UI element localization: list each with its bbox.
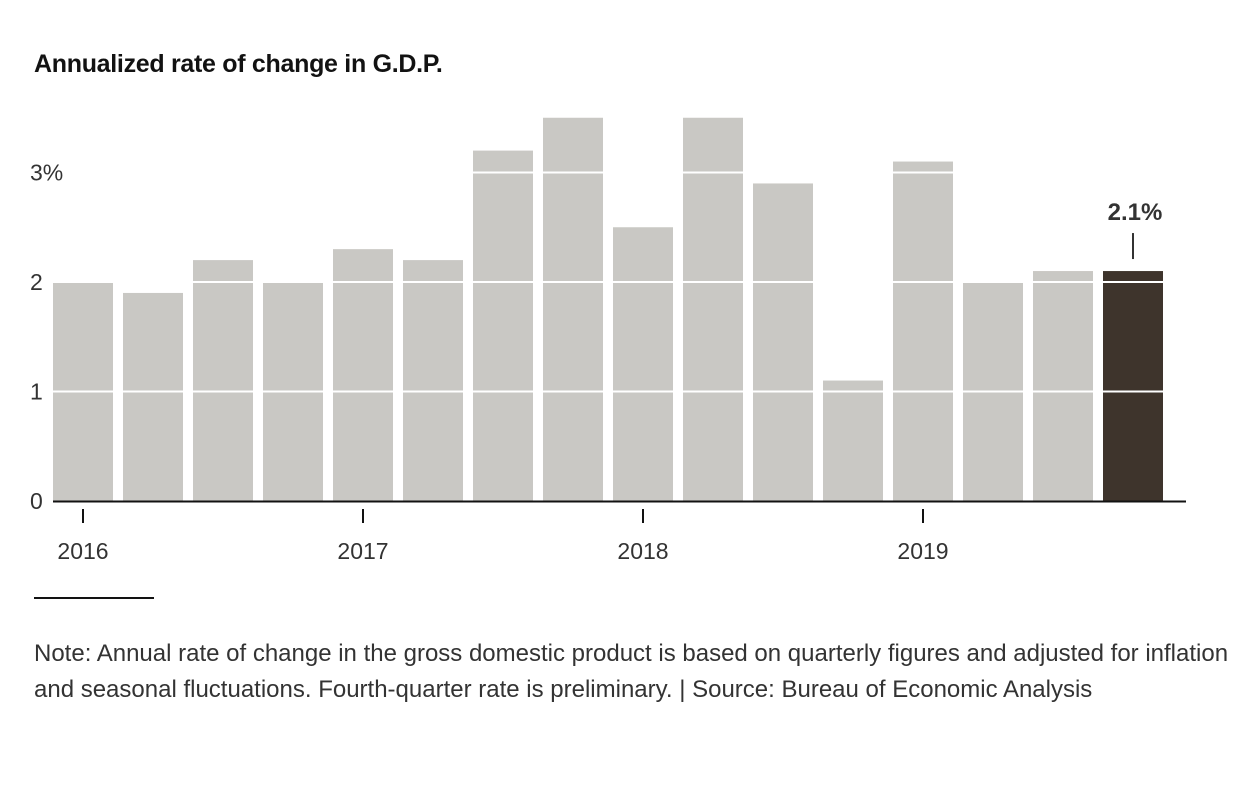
bar-2017-q1 (333, 249, 393, 501)
bar-2018-q3 (753, 183, 813, 501)
divider (34, 597, 154, 599)
bar-chart: 0 1 2 3% 2016 2017 2018 2019 2.1% (30, 117, 1186, 564)
bar-2019-q1 (893, 161, 953, 502)
highlight-value-label: 2.1% (1108, 199, 1163, 226)
bar-2018-q4 (823, 380, 883, 501)
x-tick-label-2017: 2017 (337, 538, 388, 564)
note-text: Note: Annual rate of change in the gross… (34, 640, 1229, 703)
bar-2017-q4 (543, 117, 603, 501)
x-tick-label-2019: 2019 (897, 538, 948, 564)
bar-2016-q2 (123, 292, 183, 501)
bar-2017-q2 (403, 260, 463, 501)
bar-2018-q1 (613, 227, 673, 501)
bar-2019-q4 (1103, 271, 1163, 501)
bar-2019-q3 (1033, 271, 1093, 501)
x-tick-label-2016: 2016 (57, 538, 108, 564)
y-tick-label-2: 2 (30, 269, 43, 295)
chart-title: Annualized rate of change in G.D.P. (34, 50, 443, 78)
bar-2016-q3 (193, 260, 253, 501)
y-tick-label-1: 1 (30, 379, 43, 405)
x-tick-label-2018: 2018 (617, 538, 668, 564)
bar-2017-q3 (473, 150, 533, 501)
y-tick-label-3: 3% (30, 160, 63, 186)
bar-2018-q2 (683, 117, 743, 501)
y-tick-label-0: 0 (30, 488, 43, 514)
